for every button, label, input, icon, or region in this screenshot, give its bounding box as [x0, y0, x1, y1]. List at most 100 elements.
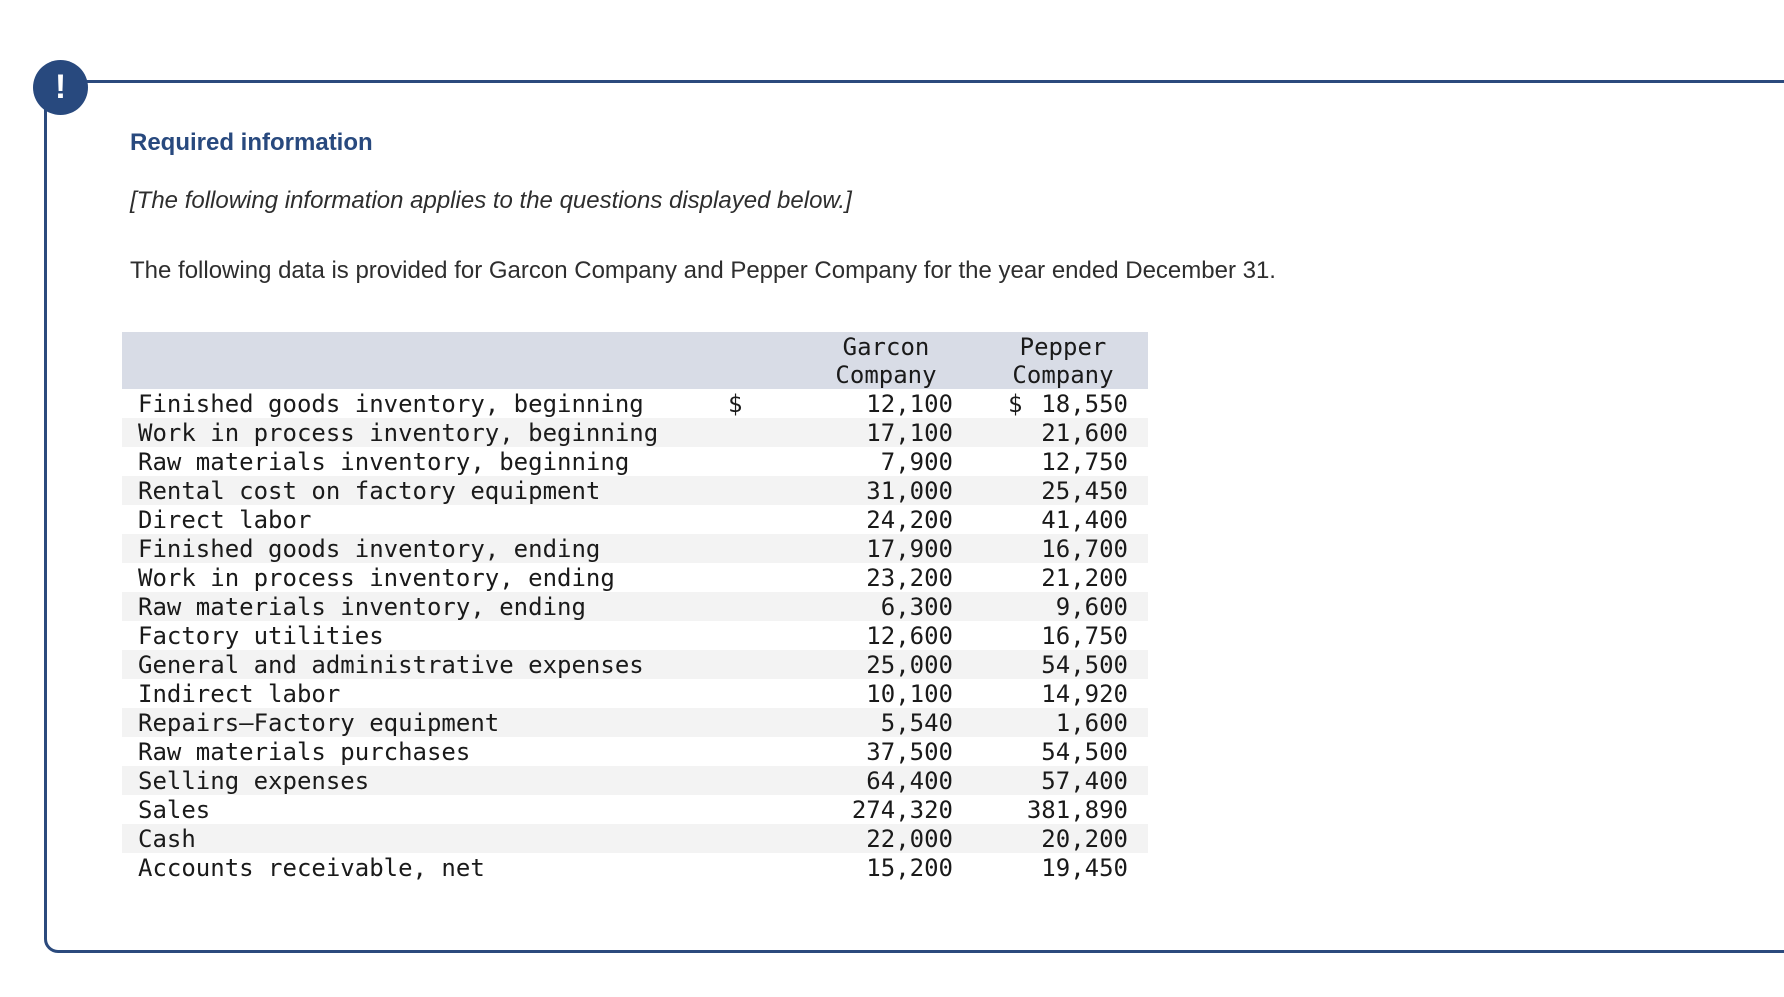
garcon-value-cell: 17,900 [706, 535, 965, 563]
garcon-value-cell: 31,000 [706, 477, 965, 505]
required-information-heading: Required information [130, 129, 373, 156]
garcon-value-cell: 7,900 [706, 448, 965, 476]
pepper-value-cell: 1,600 [965, 709, 1148, 737]
garcon-amount: 22,000 [866, 824, 953, 853]
table-row: Selling expenses 64,400 57,400 [122, 766, 1148, 795]
table-header-row: Garcon Company Pepper Company [122, 332, 1148, 389]
pepper-amount: 16,700 [1041, 534, 1128, 563]
pepper-value-cell: 54,500 [965, 738, 1148, 766]
pepper-amount: 41,400 [1041, 505, 1128, 534]
pepper-value-cell: 16,700 [965, 535, 1148, 563]
table-row: Indirect labor 10,100 14,920 [122, 679, 1148, 708]
pepper-amount: 9,600 [1055, 592, 1128, 621]
row-label: Finished goods inventory, beginning [138, 389, 644, 418]
garcon-amount: 37,500 [866, 737, 953, 766]
row-label: General and administrative expenses [138, 650, 644, 679]
table-row: Raw materials purchases 37,500 54,500 [122, 737, 1148, 766]
garcon-value-cell: 5,540 [706, 709, 965, 737]
pepper-value-cell: 57,400 [965, 767, 1148, 795]
garcon-value-cell: 12,600 [706, 622, 965, 650]
garcon-amount: 6,300 [880, 592, 953, 621]
table-row: Finished goods inventory, ending 17,900 … [122, 534, 1148, 563]
pepper-amount: 25,450 [1041, 476, 1128, 505]
garcon-amount: 31,000 [866, 476, 953, 505]
pepper-amount: 57,400 [1041, 766, 1128, 795]
table-row: Sales 274,320 381,890 [122, 795, 1148, 824]
table-row: Raw materials inventory, ending 6,300 9,… [122, 592, 1148, 621]
row-label: Work in process inventory, ending [138, 563, 615, 592]
garcon-header-line2: Company [835, 360, 937, 389]
row-label: Factory utilities [138, 621, 384, 650]
garcon-value-cell: 274,320 [706, 796, 965, 824]
row-label: Work in process inventory, beginning [138, 418, 659, 447]
row-label: Sales [138, 795, 211, 824]
garcon-amount: 23,200 [866, 563, 953, 592]
required-info-card: ! Required information [The following in… [33, 60, 1784, 953]
garcon-currency-symbol: $ [728, 389, 743, 418]
pepper-column-header: Pepper Company [965, 332, 1148, 389]
garcon-value-cell: 23,200 [706, 564, 965, 592]
garcon-amount: 12,100 [866, 389, 953, 418]
pepper-amount: 54,500 [1041, 650, 1128, 679]
row-label: Finished goods inventory, ending [138, 534, 601, 563]
row-label: Accounts receivable, net [138, 853, 485, 882]
garcon-amount: 64,400 [866, 766, 953, 795]
garcon-amount: 12,600 [866, 621, 953, 650]
exclamation-glyph: ! [54, 68, 67, 106]
pepper-amount: 19,450 [1041, 853, 1128, 882]
garcon-value-cell: 6,300 [706, 593, 965, 621]
garcon-amount: 10,100 [866, 679, 953, 708]
row-label: Raw materials purchases [138, 737, 471, 766]
pepper-value-cell: $ 18,550 [965, 390, 1148, 418]
pepper-value-cell: 12,750 [965, 448, 1148, 476]
pepper-value-cell: 14,920 [965, 680, 1148, 708]
garcon-header-line1: Garcon [842, 332, 930, 361]
pepper-amount: 381,890 [1026, 795, 1128, 824]
table-row: Factory utilities 12,600 16,750 [122, 621, 1148, 650]
pepper-amount: 1,600 [1055, 708, 1128, 737]
garcon-value-cell: 10,100 [706, 680, 965, 708]
row-label: Raw materials inventory, ending [138, 592, 586, 621]
row-label: Selling expenses [138, 766, 370, 795]
company-data-table: Garcon Company Pepper Company Finished g… [122, 332, 1148, 882]
pepper-header-line2: Company [1012, 360, 1114, 389]
garcon-amount: 17,900 [866, 534, 953, 563]
garcon-amount: 5,540 [880, 708, 953, 737]
garcon-value-cell: 64,400 [706, 767, 965, 795]
pepper-value-cell: 20,200 [965, 825, 1148, 853]
table-row: General and administrative expenses 25,0… [122, 650, 1148, 679]
pepper-value-cell: 16,750 [965, 622, 1148, 650]
applies-below-note: [The following information applies to th… [130, 187, 852, 214]
table-header-spacer [122, 332, 706, 389]
garcon-value-cell: 24,200 [706, 506, 965, 534]
pepper-amount: 14,920 [1041, 679, 1128, 708]
row-label: Direct labor [138, 505, 312, 534]
pepper-amount: 12,750 [1041, 447, 1128, 476]
row-label: Indirect labor [138, 679, 341, 708]
pepper-value-cell: 41,400 [965, 506, 1148, 534]
pepper-amount: 16,750 [1041, 621, 1128, 650]
garcon-amount: 7,900 [880, 447, 953, 476]
table-row: Finished goods inventory, beginning $ 12… [122, 389, 1148, 418]
garcon-value-cell: 25,000 [706, 651, 965, 679]
garcon-value-cell: 37,500 [706, 738, 965, 766]
pepper-value-cell: 19,450 [965, 854, 1148, 882]
garcon-value-cell: $ 12,100 [706, 390, 965, 418]
table-row: Work in process inventory, ending 23,200… [122, 563, 1148, 592]
scenario-description: The following data is provided for Garco… [130, 257, 1276, 284]
garcon-amount: 274,320 [851, 795, 953, 824]
pepper-value-cell: 9,600 [965, 593, 1148, 621]
pepper-value-cell: 21,200 [965, 564, 1148, 592]
pepper-value-cell: 381,890 [965, 796, 1148, 824]
garcon-value-cell: 17,100 [706, 419, 965, 447]
pepper-amount: 20,200 [1041, 824, 1128, 853]
table-row: Accounts receivable, net 15,200 19,450 [122, 853, 1148, 882]
pepper-value-cell: 21,600 [965, 419, 1148, 447]
row-label: Raw materials inventory, beginning [138, 447, 630, 476]
table-body: Finished goods inventory, beginning $ 12… [122, 389, 1148, 882]
pepper-amount: 18,550 [1041, 389, 1128, 418]
row-label: Rental cost on factory equipment [138, 476, 601, 505]
pepper-amount: 21,600 [1041, 418, 1128, 447]
pepper-amount: 21,200 [1041, 563, 1128, 592]
